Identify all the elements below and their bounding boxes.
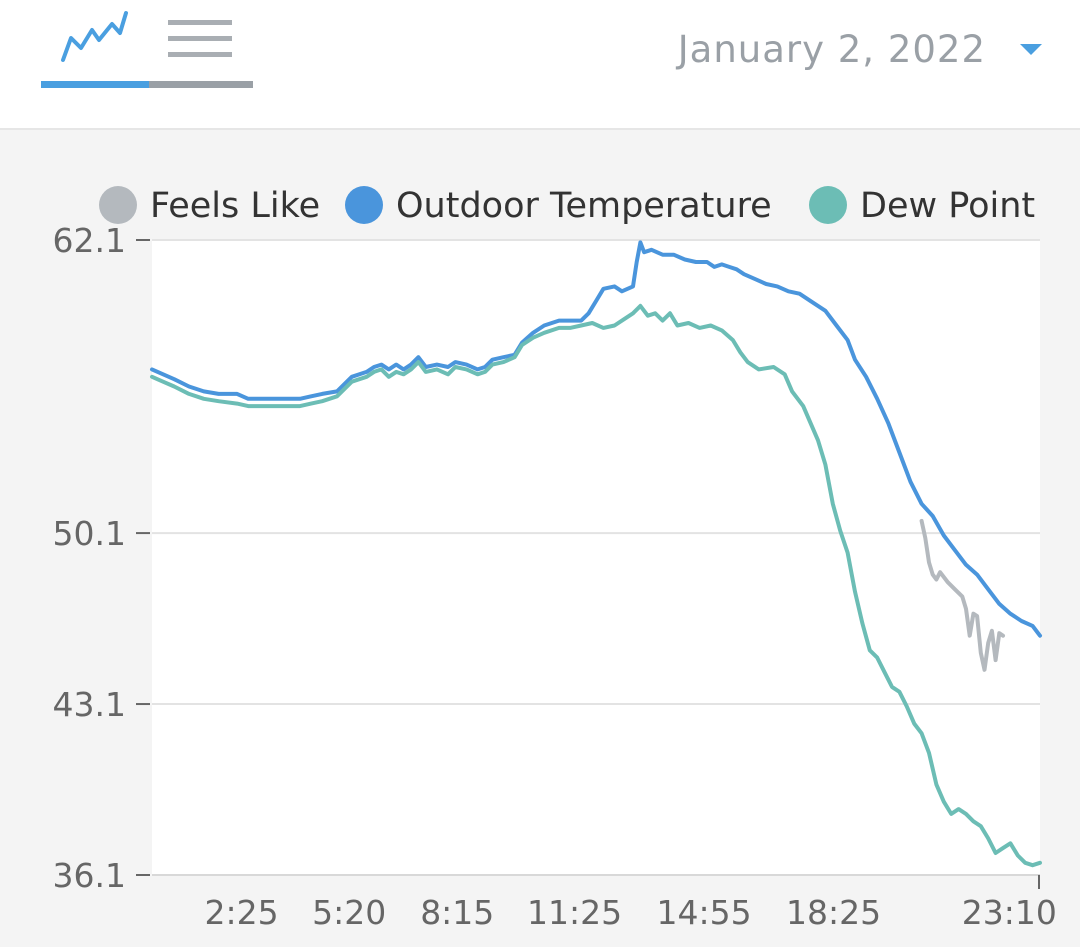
legend-swatch-outdoor-temperature <box>345 186 383 224</box>
legend-swatch-feels-like <box>99 186 137 224</box>
legend-label-feels-like: Feels Like <box>150 186 320 226</box>
x-tick-label: 23:10 <box>962 893 1057 932</box>
series-line-feels-like <box>919 518 1005 672</box>
x-tick-label: 11:25 <box>527 893 622 932</box>
y-tick-label: 36.1 <box>53 856 126 895</box>
y-tick-label: 62.1 <box>53 221 126 260</box>
tab-chart-view[interactable] <box>41 0 149 88</box>
chart-area: 62.1 50.1 43.1 36.1 2:25 5:20 8:15 11:25 14:55 18… <box>0 130 1080 947</box>
x-tick-label: 18:25 <box>786 893 881 932</box>
series-line-outdoor-temperature <box>150 240 1042 638</box>
tab-list-view[interactable] <box>149 0 253 88</box>
plot-background <box>152 240 1040 875</box>
date-picker[interactable]: January 2, 2022 <box>678 24 1042 74</box>
tab-list-underline <box>149 81 253 88</box>
x-tick-label: 8:15 <box>420 893 494 932</box>
caret-down-icon <box>1020 43 1042 55</box>
x-tick-label: 5:20 <box>312 893 386 932</box>
line-chart: 62.1 50.1 43.1 36.1 2:25 5:20 8:15 11:25 14:55 18… <box>53 186 1057 932</box>
legend-label-outdoor-temperature: Outdoor Temperature <box>396 186 772 226</box>
line-chart-icon <box>61 11 128 62</box>
list-icon <box>168 20 232 57</box>
header: January 2, 2022 <box>0 0 1080 130</box>
x-tick-label: 14:55 <box>656 893 751 932</box>
y-tick-label: 43.1 <box>53 685 126 724</box>
legend-swatch-dew-point <box>809 186 847 224</box>
x-tick-label: 2:25 <box>204 893 278 932</box>
series-line-dew-point <box>150 303 1042 868</box>
y-tick-label: 50.1 <box>53 514 126 553</box>
legend-label-dew-point: Dew Point <box>860 186 1035 226</box>
tab-chart-underline <box>41 81 149 88</box>
date-label: January 2, 2022 <box>677 27 986 71</box>
